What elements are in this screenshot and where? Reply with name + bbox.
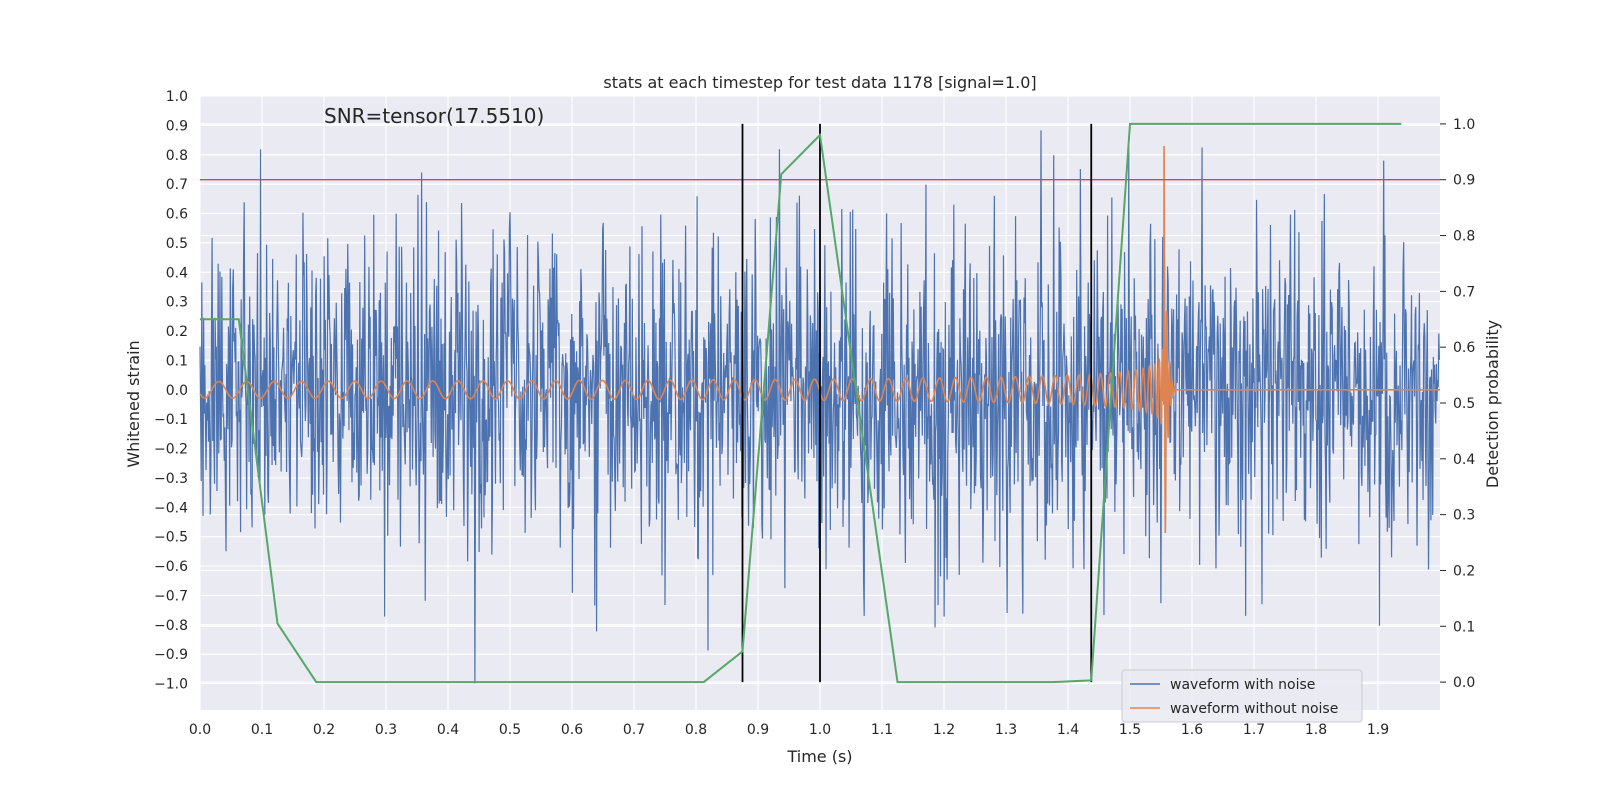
x-tick-labels: 0.0 0.1 0.2 0.3 0.4 0.5 0.6 0.7 0.8 0.9 1.0 1.1 1.2 1… — [189, 722, 1389, 738]
x-tick-label: 1.2 — [933, 722, 955, 738]
x-tick-label: 0.0 — [189, 722, 211, 738]
y-tick-label: 0.0 — [166, 383, 188, 399]
legend-label-clean: waveform without noise — [1170, 701, 1338, 717]
y2-tick-label: 0.6 — [1453, 340, 1475, 356]
y-tick-label: −0.6 — [154, 559, 188, 575]
series-probability-line — [200, 122, 1402, 684]
legend: waveform with noise waveform without noi… — [1121, 669, 1363, 723]
x-tick-label: 0.6 — [561, 722, 583, 738]
y-tick-label: −0.5 — [154, 530, 188, 546]
y2-tick-label: 0.7 — [1453, 284, 1475, 300]
x-tick-label: 1.6 — [1181, 722, 1203, 738]
y2-tick-label: 1.0 — [1453, 117, 1475, 133]
y2-tick-label: 0.9 — [1453, 173, 1475, 189]
y-tick-label: −0.4 — [154, 500, 188, 516]
y-tick-label: −0.2 — [154, 442, 188, 458]
y-tick-label: −0.3 — [154, 471, 188, 487]
y2-tick-label: 0.3 — [1453, 508, 1475, 524]
x-tick-label: 1.4 — [1057, 722, 1079, 738]
y-tick-label: 0.5 — [166, 236, 188, 252]
y-tick-label: 0.9 — [166, 118, 188, 134]
y-tick-label: 1.0 — [166, 89, 188, 105]
y2-axis-label: Detection probability — [1483, 320, 1502, 488]
legend-label-noise: waveform with noise — [1170, 677, 1315, 693]
y-tick-label: −0.8 — [154, 618, 188, 634]
y-tick-label: 0.3 — [166, 295, 188, 311]
y-tick-label: 0.6 — [166, 207, 188, 223]
y2-tick-label: 0.5 — [1453, 396, 1475, 412]
y-tick-label: −0.9 — [154, 647, 188, 663]
x-tick-label: 1.5 — [1119, 722, 1141, 738]
x-tick-label: 1.1 — [871, 722, 893, 738]
x-tick-label: 0.7 — [623, 722, 645, 738]
y-tick-label: 0.8 — [166, 148, 188, 164]
x-tick-label: 1.8 — [1305, 722, 1327, 738]
x-tick-label: 1.7 — [1243, 722, 1265, 738]
chart-title: stats at each timestep for test data 117… — [603, 73, 1036, 92]
y2-tick-labels: 1.0 0.9 0.8 0.7 0.6 0.5 0.4 0.3 0.2 0.1 0.0 — [1440, 117, 1475, 691]
y-tick-label: −0.7 — [154, 588, 188, 604]
y2-tick-label: 0.8 — [1453, 229, 1475, 245]
x-axis-label: Time (s) — [786, 747, 852, 766]
y-tick-label: −1.0 — [154, 677, 188, 693]
snr-annotation: SNR=tensor(17.5510) — [324, 104, 544, 128]
y-axis-label: Whitened strain — [124, 340, 143, 467]
y-tick-labels: 1.0 0.9 0.8 0.7 0.6 0.5 0.4 0.3 0.2 0.1 0.0 −0.1 −0.… — [154, 89, 188, 693]
y2-tick-label: 0.4 — [1453, 452, 1475, 468]
y-tick-label: −0.1 — [154, 412, 188, 428]
x-tick-label: 1.9 — [1367, 722, 1389, 738]
x-tick-label: 0.2 — [313, 722, 335, 738]
x-tick-label: 0.1 — [251, 722, 273, 738]
x-tick-label: 0.3 — [375, 722, 397, 738]
x-tick-label: 0.4 — [437, 722, 459, 738]
x-tick-label: 1.3 — [995, 722, 1017, 738]
y-tick-label: 0.4 — [166, 265, 188, 281]
overlay-layer — [200, 122, 1440, 684]
x-tick-label: 1.0 — [809, 722, 831, 738]
x-tick-label: 0.9 — [747, 722, 769, 738]
y2-tick-label: 0.1 — [1453, 619, 1475, 635]
y-tick-label: 0.1 — [166, 353, 188, 369]
legend-box — [1121, 669, 1363, 723]
y2-tick-label: 0.0 — [1453, 675, 1475, 691]
x-tick-label: 0.5 — [499, 722, 521, 738]
y2-tick-label: 0.2 — [1453, 563, 1475, 579]
y-tick-label: 0.7 — [166, 177, 188, 193]
y-tick-label: 0.2 — [166, 324, 188, 340]
x-tick-label: 0.8 — [685, 722, 707, 738]
